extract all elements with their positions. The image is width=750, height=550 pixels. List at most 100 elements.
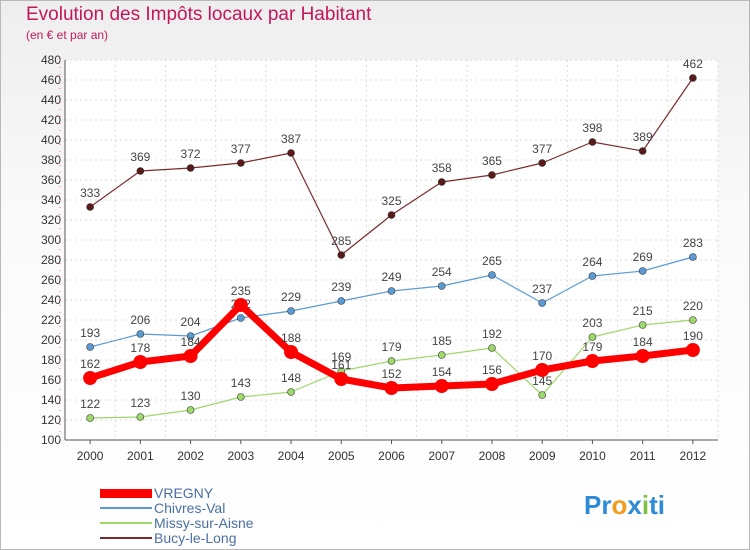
data-label: 389 xyxy=(633,130,653,144)
data-point xyxy=(538,391,546,399)
data-point xyxy=(287,307,295,315)
data-point xyxy=(287,149,295,157)
y-tick-label: 400 xyxy=(41,133,61,147)
y-tick-label: 460 xyxy=(41,73,61,87)
data-point xyxy=(638,267,647,275)
data-label: 229 xyxy=(281,290,301,304)
data-point xyxy=(437,282,446,290)
chart-subtitle: (en € et par an) xyxy=(26,28,109,42)
data-point xyxy=(437,178,446,186)
data-point xyxy=(689,316,697,324)
data-point xyxy=(588,333,597,341)
data-point xyxy=(685,343,700,357)
legend-label: VREGNY xyxy=(154,485,214,501)
data-point xyxy=(488,344,496,352)
data-label: 188 xyxy=(281,331,301,345)
data-label: 162 xyxy=(80,357,100,371)
data-label: 204 xyxy=(181,315,201,329)
data-label: 264 xyxy=(582,255,602,269)
logo-letter: i xyxy=(641,490,650,520)
data-label: 161 xyxy=(331,358,351,372)
y-tick-label: 220 xyxy=(41,313,61,327)
data-label: 192 xyxy=(482,327,502,341)
data-point xyxy=(535,363,550,377)
data-label: 179 xyxy=(582,340,602,354)
data-point xyxy=(86,414,94,422)
plot-area xyxy=(65,60,718,440)
data-point xyxy=(337,297,346,305)
x-tick-label: 2008 xyxy=(479,449,506,463)
x-tick-label: 2009 xyxy=(529,449,556,463)
proxiti-logo: Proxiti xyxy=(584,490,665,521)
data-label: 123 xyxy=(130,396,150,410)
data-point xyxy=(186,164,195,172)
legend-swatch xyxy=(100,537,152,539)
y-tick-label: 300 xyxy=(41,233,61,247)
data-point xyxy=(538,299,546,307)
data-point xyxy=(437,351,446,359)
y-tick-label: 440 xyxy=(41,93,61,107)
data-label: 372 xyxy=(181,147,201,161)
logo-letter: o xyxy=(611,490,628,520)
data-label: 254 xyxy=(432,265,452,279)
data-point xyxy=(233,298,248,312)
x-tick-label: 2000 xyxy=(77,449,104,463)
data-label: 239 xyxy=(331,280,351,294)
data-label: 190 xyxy=(683,329,703,343)
data-label: 265 xyxy=(482,254,502,268)
x-tick-label: 2007 xyxy=(428,449,455,463)
x-tick-label: 2004 xyxy=(278,449,305,463)
y-tick-label: 420 xyxy=(41,113,61,127)
logo-letter: x xyxy=(627,490,642,520)
data-label: 235 xyxy=(231,284,251,298)
data-point xyxy=(237,393,245,401)
data-point xyxy=(484,377,499,391)
data-label: 462 xyxy=(683,57,703,71)
data-label: 148 xyxy=(281,371,301,385)
data-point xyxy=(136,167,145,175)
data-point xyxy=(488,271,496,279)
y-tick-label: 320 xyxy=(41,213,61,227)
legend-label: Bucy-le-Long xyxy=(154,530,237,546)
data-label: 365 xyxy=(482,154,502,168)
data-label: 377 xyxy=(231,142,251,156)
x-tick-label: 2006 xyxy=(378,449,405,463)
data-point xyxy=(635,349,650,363)
data-point xyxy=(387,357,396,365)
data-point xyxy=(284,345,299,359)
data-point xyxy=(689,253,697,261)
data-point xyxy=(689,74,697,82)
data-point xyxy=(83,371,98,385)
y-tick-label: 100 xyxy=(41,433,61,447)
legend-swatch xyxy=(100,507,152,509)
data-point xyxy=(588,272,597,280)
data-point xyxy=(133,355,148,369)
x-tick-label: 2001 xyxy=(127,449,154,463)
data-label: 169 xyxy=(331,350,351,364)
data-label: 398 xyxy=(582,121,602,135)
logo-letter: i xyxy=(657,490,665,520)
data-label: 130 xyxy=(181,389,201,403)
data-label: 179 xyxy=(381,340,401,354)
data-label: 154 xyxy=(432,365,452,379)
data-point xyxy=(434,379,449,393)
y-tick-label: 140 xyxy=(41,393,61,407)
data-label: 184 xyxy=(181,335,201,349)
data-point xyxy=(387,287,396,295)
data-label: 377 xyxy=(532,142,552,156)
data-point xyxy=(588,138,597,146)
y-tick-label: 200 xyxy=(41,333,61,347)
legend-label: Missy-sur-Aisne xyxy=(154,515,254,531)
data-label: 333 xyxy=(80,186,100,200)
x-tick-label: 2002 xyxy=(177,449,204,463)
chart-title: Evolution des Impôts locaux par Habitant xyxy=(26,4,372,25)
logo-letter: P xyxy=(584,490,602,520)
data-point xyxy=(387,211,396,219)
data-label: 369 xyxy=(130,150,150,164)
data-point xyxy=(585,354,600,368)
data-label: 193 xyxy=(80,326,100,340)
data-label: 283 xyxy=(683,236,703,250)
data-point xyxy=(86,343,94,351)
data-label: 170 xyxy=(532,349,552,363)
